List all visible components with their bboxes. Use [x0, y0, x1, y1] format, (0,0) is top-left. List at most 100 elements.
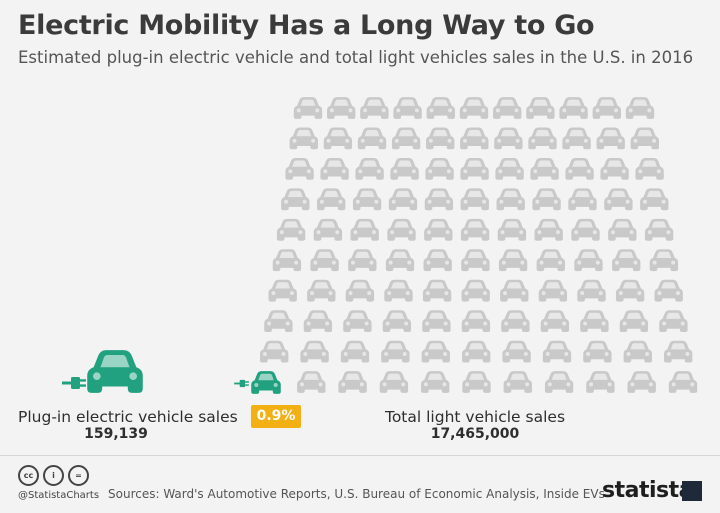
total-car-icon: [323, 127, 353, 150]
total-car-icon: [571, 218, 600, 241]
total-car-icon: [379, 371, 409, 393]
total-car-icon: [534, 218, 563, 241]
total-car-icon: [338, 371, 367, 393]
total-car-icon: [461, 279, 490, 302]
total-car-icon: [426, 97, 455, 119]
total-car-icon: [615, 279, 645, 302]
license-icons: cc i =: [18, 465, 89, 486]
total-car-icon: [461, 249, 490, 272]
footer-divider: [0, 455, 720, 456]
total-value-label: 17,465,000: [430, 426, 520, 442]
total-car-icon: [300, 340, 329, 363]
total-car-icon: [502, 340, 531, 363]
total-car-icon: [343, 310, 372, 333]
total-car-icon: [355, 157, 384, 180]
total-car-icon: [559, 97, 588, 119]
total-car-icon: [600, 157, 629, 180]
sources-text: Sources: Ward's Automotive Reports, U.S.…: [108, 487, 605, 501]
total-car-icon: [460, 188, 489, 211]
total-car-icon: [272, 249, 302, 272]
total-car-icon: [303, 310, 333, 333]
ev-value-label: 159,139: [84, 426, 148, 442]
total-car-icon: [495, 157, 524, 180]
total-car-icon: [460, 218, 490, 241]
total-car-icon: [340, 340, 370, 363]
statista-logo: statista: [602, 478, 693, 503]
total-car-icon: [320, 157, 349, 180]
total-car-icon: [424, 188, 454, 211]
total-car-icon: [604, 188, 633, 211]
total-car-icon: [459, 97, 489, 119]
total-car-icon: [425, 157, 454, 180]
total-car-icon: [421, 371, 450, 393]
chart-title: Electric Mobility Has a Long Way to Go: [18, 10, 595, 41]
total-car-icon: [352, 188, 382, 211]
ev-category-label: Plug-in electric vehicle sales: [18, 408, 238, 426]
total-car-icon: [501, 310, 530, 333]
total-car-icon: [659, 310, 688, 333]
total-car-icon: [260, 340, 289, 363]
total-car-icon: [568, 188, 597, 211]
total-car-icon: [348, 249, 377, 272]
total-car-icon: [385, 249, 415, 272]
total-car-icon: [586, 371, 615, 393]
total-car-icon: [350, 218, 379, 241]
ev-car-icon: [251, 371, 281, 394]
chart-subtitle: Estimated plug-in electric vehicle and t…: [18, 48, 694, 67]
total-category-label: Total light vehicle sales: [384, 408, 566, 426]
total-sales-label: Total light vehicle sales 17,465,000: [380, 408, 570, 442]
total-car-icon: [313, 218, 343, 241]
ev-legend-plug-icon: [62, 377, 86, 389]
total-car-icon: [422, 279, 452, 302]
total-car-icon: [542, 340, 572, 363]
total-car-icon: [625, 97, 655, 119]
total-car-icon: [612, 249, 641, 272]
total-car-icon: [596, 127, 625, 150]
total-car-icon: [577, 279, 606, 302]
total-car-icon: [421, 340, 450, 363]
ev-sales-label: Plug-in electric vehicle sales 159,139: [18, 408, 238, 442]
total-car-icon: [293, 97, 323, 119]
total-car-icon: [538, 279, 568, 302]
total-car-icon: [422, 310, 451, 333]
total-car-icon: [494, 127, 523, 150]
total-car-icon: [562, 127, 591, 150]
total-car-icon: [387, 218, 416, 241]
total-car-icon: [644, 218, 674, 241]
total-car-icon: [668, 371, 698, 393]
total-car-icon: [268, 279, 297, 302]
total-car-icon: [640, 188, 669, 211]
total-car-icon: [493, 97, 522, 119]
total-car-icon: [382, 310, 412, 333]
total-car-icon: [345, 279, 375, 302]
total-car-icon: [384, 279, 413, 302]
total-car-icon: [580, 310, 609, 333]
total-car-icon: [289, 127, 318, 150]
total-car-icon: [528, 127, 557, 150]
total-car-icon: [649, 249, 679, 272]
twitter-handle: @StatistaCharts: [18, 490, 100, 501]
ev-sales-icons: [62, 350, 281, 394]
total-car-icon: [426, 127, 455, 150]
total-car-icon: [360, 97, 389, 119]
cc-icon: cc: [18, 465, 39, 486]
total-sales-icon-grid: [260, 97, 698, 393]
total-car-icon: [498, 249, 528, 272]
total-car-icon: [391, 127, 421, 150]
total-car-icon: [619, 310, 649, 333]
total-car-icon: [381, 340, 410, 363]
ev-legend-car-icon: [87, 350, 143, 393]
total-car-icon: [281, 188, 310, 211]
pictogram-chart: [62, 97, 698, 394]
total-car-icon: [276, 218, 306, 241]
total-car-icon: [526, 97, 555, 119]
total-car-icon: [423, 249, 452, 272]
total-car-icon: [307, 279, 336, 302]
total-car-icon: [574, 249, 603, 272]
total-car-icon: [536, 249, 565, 272]
total-car-icon: [654, 279, 683, 302]
total-car-icon: [462, 340, 491, 363]
total-car-icon: [664, 340, 693, 363]
total-car-icon: [317, 188, 346, 211]
share-badge: 0.9%: [251, 405, 301, 428]
